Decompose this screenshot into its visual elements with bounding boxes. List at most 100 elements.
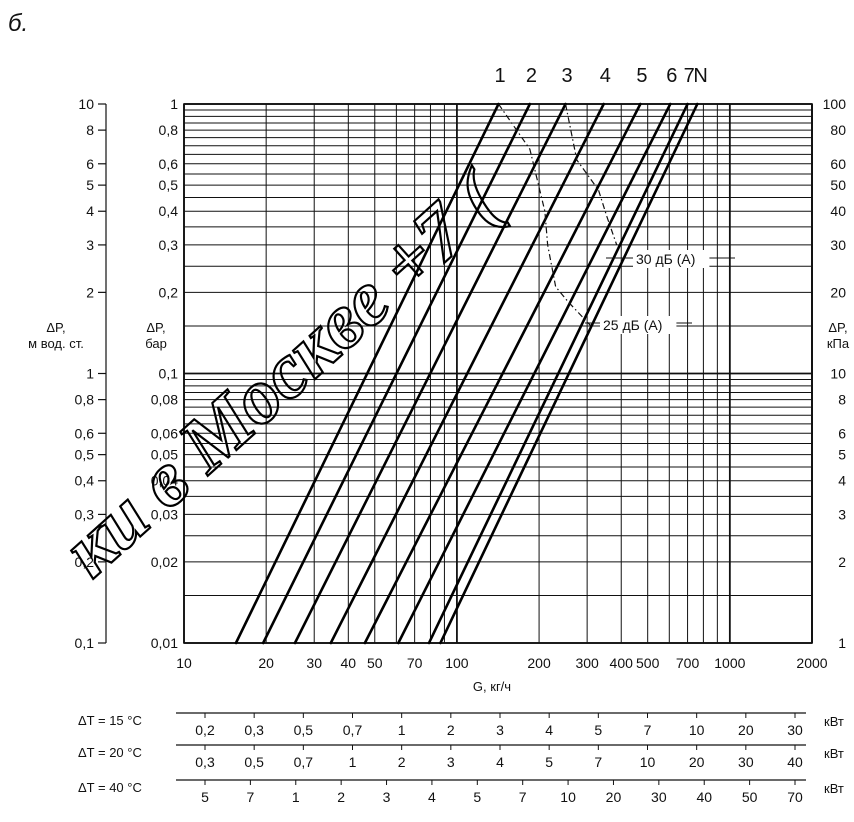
y-left-outer-tick-label: 10 [78,96,94,112]
y-left-inner-tick-label: 0,1 [159,366,179,382]
power-scale-tick-label: 5 [545,754,553,770]
y-left-outer-tick-label: 0,8 [75,392,95,408]
y-left-inner-tick-label: 0,6 [159,156,179,172]
y-left-inner-tick-label: 0,03 [151,506,178,522]
power-scale-tick-label: 5 [594,722,602,738]
x-tick-label: 1000 [714,655,745,671]
y-right-tick-label: 20 [830,284,846,300]
y-right-tick-label: 6 [838,425,846,441]
y-left-outer-tick-label: 6 [86,156,94,172]
y-right-tick-label: 4 [838,473,846,489]
series-label-N: N [693,65,707,87]
series-label-3: 3 [562,65,573,87]
series-line-6 [397,102,672,645]
y-left-outer-label: м вод. ст. [28,336,84,351]
power-scale-tick-label: 3 [496,722,504,738]
x-tick-label: 20 [258,655,274,671]
power-scale-tick-label: 20 [738,722,754,738]
series-line-1 [234,102,500,645]
x-tick-label: 500 [636,655,660,671]
grid [183,103,813,644]
x-tick-label: 30 [306,655,322,671]
power-scale-tick-label: 2 [447,722,455,738]
y-right-tick-label: 30 [830,237,846,253]
y-right-tick-label: 80 [830,122,846,138]
y-right-label: кПа [827,336,850,351]
series-label-7: 7 [684,65,695,87]
x-tick-label: 700 [676,655,700,671]
noise-label-bg [600,316,677,334]
y-left-outer-tick-label: 3 [86,237,94,253]
series-label-2: 2 [526,65,537,87]
y-left-outer-tick-label: 2 [86,284,94,300]
noise-curve [497,103,592,327]
series-label-5: 5 [636,65,647,87]
series-line-4 [329,102,606,645]
series-line-5 [363,102,642,645]
y-right-tick-label: 10 [830,366,846,382]
axis-tick-labels: 0,1 0,2 0,3 0,4 0,5 0,6 0,8 1 2 3 4 5 6 8 10 0,01 0,02 0,… [75,96,847,671]
y-left-inner-tick-label: 0,5 [159,177,179,193]
power-scale-tick-label: 40 [787,754,803,770]
y-left-outer-tick-label: 0,2 [75,554,95,570]
y-left-outer-tick-label: 1 [86,366,94,382]
figure-label: б. [8,10,29,37]
y-right-tick-label: 1 [838,635,846,651]
power-scale-tick-label: 0,2 [195,722,215,738]
y-left-inner-tick-label: 0,2 [159,284,179,300]
power-scales: ΔT = 15 °C кВт 0,2 0,3 0,5 0,7 1 2 3 4 5 7 10 20 30 ΔT … [78,712,844,805]
power-scale-tick-label: 4 [428,789,436,805]
power-scale-tick-label: 4 [545,722,553,738]
y-left-inner-tick-label: 0,06 [151,425,178,441]
power-scale-tick-label: 0,3 [195,754,215,770]
power-scale-unit: кВт [824,714,844,729]
series-line-2 [261,102,532,645]
noise-label-bg [633,250,710,268]
y-left-inner-tick-label: 0,04 [151,473,178,489]
power-scale-tick-label: 5 [201,789,209,805]
noise-label: 25 дБ (А) [603,317,662,333]
y-right-tick-label: 2 [838,554,846,570]
noise-label: 30 дБ (А) [636,251,695,267]
power-scale-tick-label: 7 [594,754,602,770]
x-tick-label: 10 [176,655,192,671]
y-right-tick-label: 5 [838,447,846,463]
power-scale-tick-label: 20 [689,754,705,770]
y-left-inner-tick-label: 0,3 [159,237,179,253]
power-scale-tick-label: 30 [738,754,754,770]
power-scale-tick-label: 30 [787,722,803,738]
series-line-7 [427,102,689,645]
series-line-N [439,102,699,645]
y-left-inner-tick-label: 0,01 [151,635,178,651]
power-scale-tick-label: 50 [742,789,758,805]
y-left-outer-tick-label: 8 [86,122,94,138]
power-scale-tick-label: 40 [696,789,712,805]
y-left-inner-tick-label: 0,8 [159,122,179,138]
y-left-outer-tick-label: 0,6 [75,425,95,441]
y-left-inner-tick-label: 0,05 [151,447,178,463]
x-tick-label: 40 [341,655,357,671]
power-scale-tick-label: 4 [496,754,504,770]
power-scale-tick-label: 0,7 [294,754,314,770]
x-tick-label: 400 [610,655,634,671]
y-right-tick-label: 60 [830,156,846,172]
power-scale-tick-label: 0,5 [244,754,264,770]
power-scale-tick-label: 5 [473,789,481,805]
y-left-outer-tick-label: 0,4 [75,473,95,489]
power-scale-label: ΔT = 20 °C [78,745,142,760]
power-scale-tick-label: 1 [398,722,406,738]
power-scale-tick-label: 0,3 [244,722,264,738]
y-left-inner-tick-label: 0,02 [151,554,178,570]
y-left-outer-tick-label: 5 [86,177,94,193]
x-axis-label: G, кг/ч [473,679,511,694]
x-tick-label: 2000 [796,655,827,671]
power-scale-unit: кВт [824,746,844,761]
power-scale-tick-label: 7 [644,722,652,738]
x-tick-label: 300 [575,655,599,671]
y-right-tick-label: 50 [830,177,846,193]
y-left-inner-tick-label: 0,08 [151,392,178,408]
y-left-outer-tick-label: 4 [86,203,94,219]
power-scale-tick-label: 10 [560,789,576,805]
